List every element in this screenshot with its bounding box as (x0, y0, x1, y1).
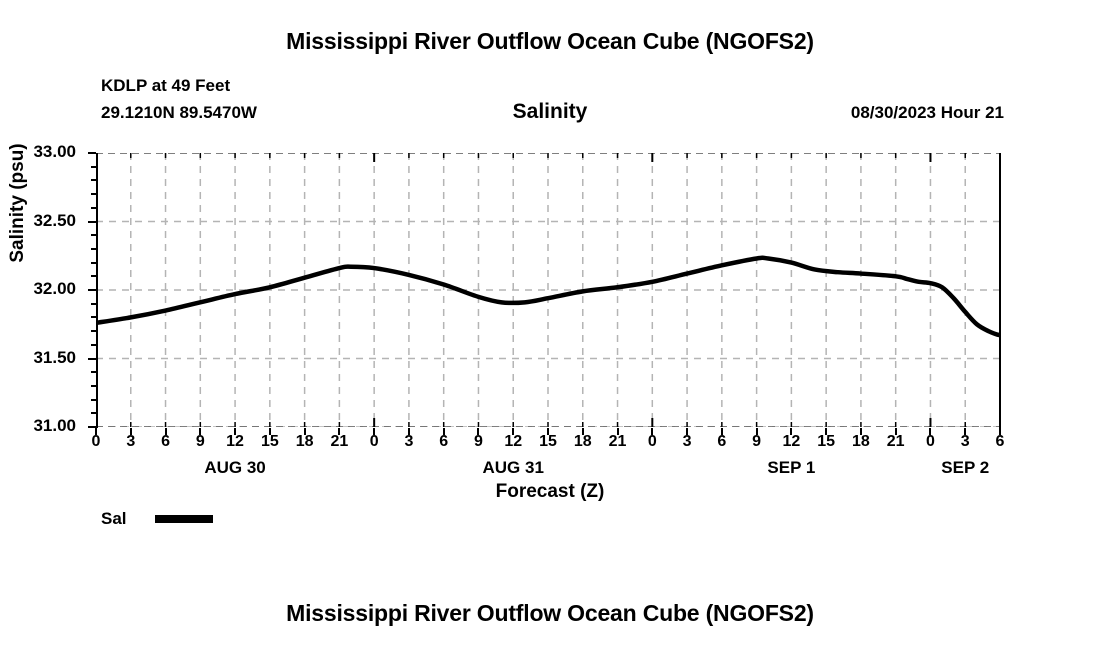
y-tick-mark (88, 426, 96, 428)
x-tick-mark (894, 428, 897, 435)
x-tick-mark (95, 428, 97, 435)
x-tick-label: 3 (126, 433, 136, 450)
x-tick-mark (512, 428, 515, 435)
y-minor-tick-mark (91, 398, 96, 401)
x-tick-mark (755, 428, 758, 435)
y-tick-mark (88, 220, 96, 223)
y-minor-tick-mark (91, 412, 96, 415)
x-tick-label: 15 (817, 433, 836, 450)
x-tick-mark (686, 428, 689, 435)
y-tick-mark (88, 289, 96, 291)
y-minor-tick-mark (91, 234, 96, 237)
x-tick-label: 12 (782, 433, 801, 450)
x-tick-mark (929, 428, 932, 435)
x-tick-mark (720, 428, 723, 435)
x-tick-label: 6 (717, 433, 727, 450)
y-tick-label: 31.50 (33, 347, 76, 367)
x-tick-label: 21 (330, 433, 349, 450)
page-title: Mississippi River Outflow Ocean Cube (NG… (286, 28, 814, 54)
x-tick-mark (790, 428, 793, 435)
x-tick-mark (234, 428, 237, 435)
y-minor-tick-mark (91, 206, 96, 209)
x-tick-mark (999, 428, 1001, 435)
y-tick-label: 32.00 (33, 279, 76, 298)
x-axis-day-label: AUG 31 (482, 458, 544, 477)
x-axis-day-label: AUG 30 (204, 458, 266, 477)
x-tick-mark (964, 428, 967, 435)
y-axis-title: Salinity (psu) (7, 143, 28, 263)
x-tick-mark (303, 428, 306, 435)
coordinates-label: 29.1210N 89.5470W (101, 103, 257, 122)
x-tick-label: 21 (608, 433, 627, 450)
footer-title: Mississippi River Outflow Ocean Cube (NG… (286, 600, 814, 626)
legend-swatch-sal (154, 515, 213, 523)
y-minor-tick-mark (91, 330, 96, 333)
y-minor-tick-mark (91, 384, 96, 387)
x-tick-mark (651, 428, 654, 435)
x-tick-mark (407, 428, 410, 435)
x-tick-label: 21 (886, 433, 905, 450)
x-tick-mark (859, 428, 862, 435)
x-tick-mark (129, 428, 132, 435)
y-minor-tick-mark (91, 371, 96, 374)
y-minor-tick-mark (91, 343, 96, 346)
x-tick-label: 3 (682, 433, 692, 450)
x-tick-label: 18 (295, 433, 314, 450)
forecast-datetime-label: 08/30/2023 Hour 21 (850, 103, 1004, 122)
chart-plot-area (96, 153, 1000, 427)
y-minor-tick-mark (91, 302, 96, 305)
x-tick-label: 18 (573, 433, 592, 450)
x-tick-mark (338, 428, 341, 435)
x-tick-label: 0 (91, 433, 101, 450)
x-tick-label: 3 (404, 433, 414, 450)
y-axis-line (96, 153, 98, 428)
x-tick-mark (164, 428, 167, 435)
salinity-line-chart (96, 153, 1000, 427)
x-tick-label: 18 (852, 433, 870, 450)
x-tick-mark (825, 428, 828, 435)
chart-legend: Sal (101, 509, 213, 529)
x-axis-day-label: SEP 2 (941, 458, 990, 477)
x-tick-mark (373, 428, 376, 435)
y-tick-mark (88, 152, 96, 154)
x-tick-label: 6 (995, 433, 1005, 450)
x-tick-label: 15 (539, 433, 557, 450)
x-tick-label: 0 (647, 433, 657, 450)
y-minor-tick-mark (91, 275, 96, 278)
x-tick-mark (616, 428, 619, 435)
x-tick-label: 12 (504, 433, 523, 450)
y-minor-tick-mark (91, 165, 96, 168)
x-tick-label: 6 (439, 433, 449, 450)
x-tick-mark (581, 428, 584, 435)
x-axis-day-label: SEP 1 (767, 458, 816, 477)
x-tick-mark (547, 428, 549, 435)
y-tick-label: 31.00 (33, 416, 76, 435)
station-label: KDLP at 49 Feet (101, 76, 231, 95)
x-tick-label: 9 (474, 433, 483, 450)
y-tick-label: 32.50 (33, 210, 76, 230)
y-minor-tick-mark (91, 179, 96, 182)
x-tick-label: 12 (226, 433, 244, 450)
y-tick-label: 33.00 (33, 142, 76, 161)
y-minor-tick-mark (91, 247, 96, 250)
x-tick-mark (268, 428, 271, 435)
x-tick-mark (442, 428, 445, 435)
variable-title: Salinity (512, 100, 588, 123)
x-tick-label: 15 (260, 433, 279, 450)
x-tick-label: 0 (369, 433, 379, 450)
x-tick-label: 9 (195, 433, 205, 450)
x-tick-label: 0 (926, 433, 935, 450)
x-axis-title: Forecast (Z) (495, 481, 605, 502)
y-minor-tick-mark (91, 193, 96, 196)
x-tick-mark (199, 428, 202, 435)
x-tick-mark (477, 428, 480, 435)
x-tick-label: 3 (960, 433, 970, 450)
legend-item-label-sal: Sal (101, 509, 127, 528)
y-tick-mark (88, 357, 96, 360)
y-minor-tick-mark (91, 261, 96, 264)
y-minor-tick-mark (91, 316, 96, 319)
x-tick-label: 9 (752, 433, 762, 450)
x-tick-label: 6 (161, 433, 170, 450)
plot-right-border (999, 153, 1001, 428)
